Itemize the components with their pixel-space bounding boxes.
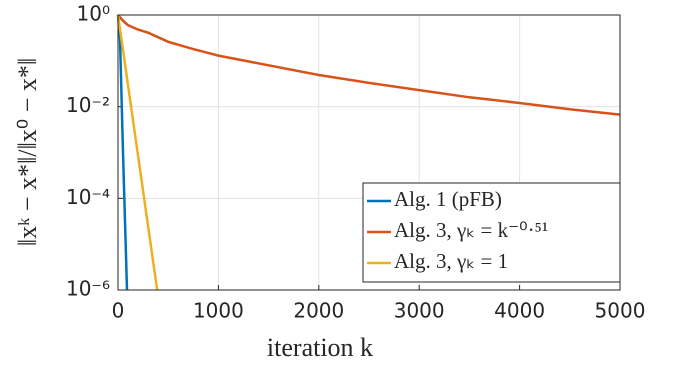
line <box>116 14 159 291</box>
y-tick-label: 10⁻⁴ <box>66 185 110 209</box>
x-axis-label: iteration k <box>267 333 373 362</box>
y-tick-label: 10⁻² <box>66 93 110 117</box>
axes-frame <box>117 14 621 291</box>
x-tick-label: 1000 <box>193 299 244 323</box>
legend-label: Alg. 1 (pFB) <box>394 187 502 211</box>
y-tick-label: 10⁻⁶ <box>66 277 110 301</box>
line <box>117 14 621 116</box>
x-tick-label: 4000 <box>494 299 545 323</box>
x-tick-label: 3000 <box>394 299 445 323</box>
legend-label: Alg. 3, γₖ = k⁻⁰·⁵¹ <box>394 218 548 242</box>
y-axis-label: ‖xᵏ − x*‖/‖x⁰ − x*‖ <box>13 58 42 246</box>
y-tick-label: 10⁰ <box>77 2 110 26</box>
legend-box <box>362 182 621 283</box>
legend-label: Alg. 3, γₖ = 1 <box>394 249 508 273</box>
x-tick-label: 2000 <box>293 299 344 323</box>
x-tick-label: 5000 <box>595 299 646 323</box>
x-tick-label: 0 <box>112 299 125 323</box>
